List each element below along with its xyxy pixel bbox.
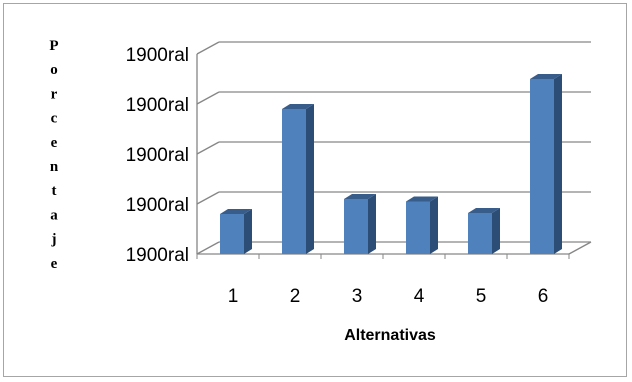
bar-front	[282, 109, 306, 254]
bar-top	[220, 209, 252, 214]
x-axis-tick-labels: 1 2 3 4 5 6	[228, 286, 549, 307]
bar	[282, 104, 314, 254]
gridline-depth	[196, 241, 220, 255]
bar-top	[282, 104, 314, 109]
gridline-depth	[196, 141, 220, 155]
y-axis-title-letter: o	[50, 62, 58, 78]
bar	[468, 208, 500, 254]
y-tick-label: 1900ral	[126, 195, 189, 216]
bar-side	[430, 196, 438, 254]
bar-front	[406, 201, 430, 254]
gridline-depth	[196, 191, 220, 205]
bar-top	[344, 194, 376, 199]
bar	[220, 209, 252, 254]
gridline-depth	[196, 91, 220, 105]
bar	[344, 194, 376, 254]
bar-side	[244, 209, 252, 254]
bar-side	[306, 104, 314, 254]
y-tick-label: 1900ral	[126, 145, 189, 166]
y-tick-label: 1900ral	[126, 95, 189, 116]
x-axis-title: Alternativas	[344, 327, 436, 344]
bar-front	[344, 199, 368, 254]
y-axis-title-letter: r	[51, 86, 58, 102]
y-axis-title-letter: n	[50, 159, 59, 175]
bar-top	[406, 196, 438, 202]
bar-top	[468, 208, 500, 213]
bar	[406, 196, 438, 254]
bars	[220, 74, 562, 254]
bar-side	[554, 74, 562, 254]
bar-front	[530, 79, 554, 254]
y-axis-title-letter: e	[51, 135, 58, 151]
y-axis-title-letter: t	[52, 183, 57, 199]
x-tick-label: 3	[352, 286, 363, 307]
y-axis-title-letter: j	[51, 232, 57, 248]
bar	[530, 74, 562, 254]
bar-front	[220, 214, 244, 254]
y-axis-title-letter: e	[51, 256, 58, 272]
bar-side	[368, 194, 376, 254]
y-tick-label: 1900ral	[126, 45, 189, 66]
x-tick-label: 2	[290, 286, 301, 307]
x-tick-label: 1	[228, 286, 239, 307]
chart-frame: 1900ral 1900ral 1900ral 1900ral 1900ral 1 2 3 4…	[3, 3, 627, 377]
floor-side-edge	[568, 241, 592, 255]
y-axis-title-letter: P	[49, 38, 58, 54]
bar-side	[492, 208, 500, 254]
y-axis-tick-labels: 1900ral 1900ral 1900ral 1900ral 1900ral	[126, 45, 189, 266]
y-axis-title-letter: c	[51, 111, 58, 127]
y-tick-label: 1900ral	[126, 245, 189, 266]
bar-chart: 1900ral 1900ral 1900ral 1900ral 1900ral 1 2 3 4…	[49, 38, 592, 344]
bar-top	[530, 74, 562, 79]
gridline-depth	[196, 41, 220, 55]
gridlines	[196, 41, 592, 259]
x-tick-label: 6	[538, 286, 549, 307]
x-tick-label: 4	[414, 286, 425, 307]
bar-front	[468, 213, 492, 254]
x-tick-label: 5	[476, 286, 487, 307]
y-axis-title-letter: a	[50, 207, 58, 223]
